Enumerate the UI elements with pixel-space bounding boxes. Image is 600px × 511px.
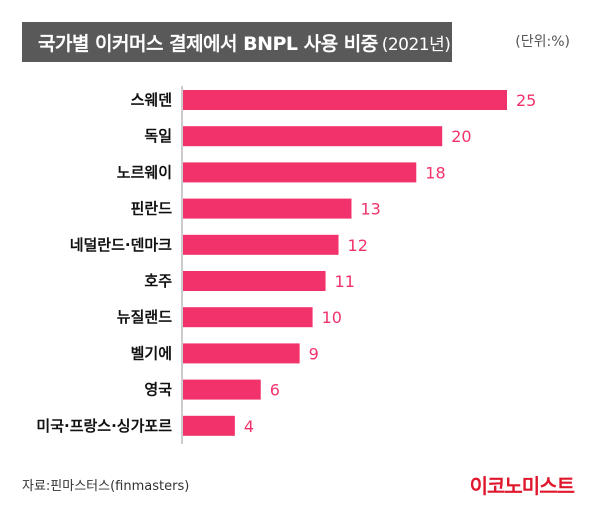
bar (183, 126, 443, 147)
bar (183, 415, 235, 436)
value-label: 12 (348, 236, 368, 255)
category-label: 뉴질랜드 (117, 308, 172, 326)
value-label: 25 (516, 91, 536, 110)
value-label: 20 (451, 127, 471, 146)
category-label: 네덜란드·덴마크 (70, 236, 172, 254)
category-label: 독일 (144, 127, 172, 145)
value-label: 18 (425, 163, 445, 182)
value-label: 11 (335, 272, 355, 291)
source-note: 자료:핀마스터스(finmasters) (22, 479, 190, 494)
bar (183, 234, 339, 255)
chart-title-text: 국가별 이커머스 결제에서 BNPL 사용 비중 (38, 32, 378, 55)
value-label: 10 (322, 308, 342, 327)
value-label: 13 (360, 200, 380, 219)
category-label: 벨기에 (131, 344, 172, 362)
category-label: 핀란드 (131, 200, 173, 218)
category-label: 스웨덴 (131, 91, 172, 109)
bar (183, 307, 313, 328)
category-label: 영국 (144, 381, 172, 399)
bar (183, 271, 326, 291)
bar-chart: 스웨덴 25 독일 20 노르웨이 18 핀란드 13 네덜란드·덴마크 12 호주 11 뉴질랜드 10… (36, 86, 536, 444)
value-label: 9 (309, 344, 319, 363)
unit-label: (단위:%) (515, 34, 570, 50)
category-label: 노르웨이 (117, 163, 172, 181)
bar (183, 90, 507, 110)
category-label: 미국·프랑스·싱가포르 (36, 417, 172, 435)
bar (183, 198, 352, 219)
publisher-logo: 이코노미스트 (469, 474, 575, 498)
category-label: 호주 (144, 272, 172, 290)
bar (183, 343, 300, 364)
value-label: 4 (244, 417, 254, 436)
chart-title-year: (2021년) (381, 34, 451, 55)
bar (183, 162, 417, 183)
bar (183, 379, 261, 400)
chart-title: 국가별 이커머스 결제에서 BNPL 사용 비중 (2021년) (22, 22, 452, 62)
value-label: 6 (270, 381, 280, 400)
